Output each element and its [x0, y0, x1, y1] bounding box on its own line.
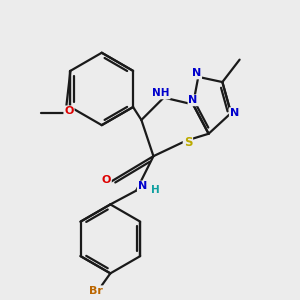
Text: O: O	[64, 106, 74, 116]
Text: N: N	[138, 182, 147, 191]
Text: H: H	[151, 185, 160, 195]
Text: N: N	[188, 95, 198, 105]
Text: O: O	[101, 175, 111, 185]
Text: Br: Br	[89, 286, 103, 296]
Text: NH: NH	[152, 88, 170, 98]
Text: N: N	[230, 108, 239, 118]
Text: N: N	[192, 68, 201, 78]
Text: S: S	[184, 136, 192, 149]
